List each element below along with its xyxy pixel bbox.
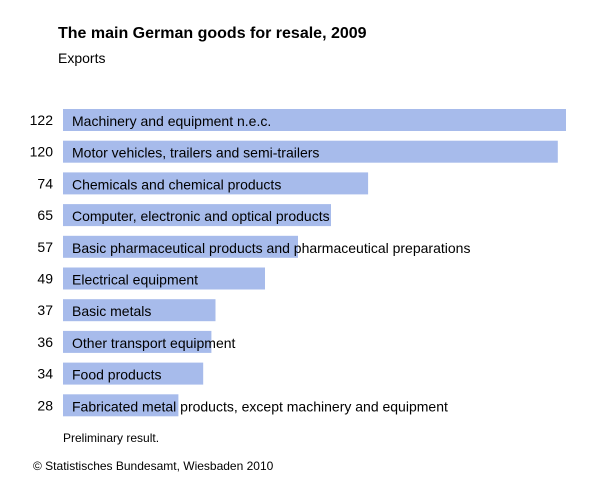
bar-5: [63, 267, 265, 290]
source-credit: © Statistisches Bundesamt, Wiesbaden 201…: [33, 459, 274, 473]
category-label-9: Fabricated metal products, except machin…: [72, 398, 448, 414]
bar-6: [63, 299, 216, 322]
bar-8: [63, 362, 204, 385]
chart-subtitle: Exports: [58, 50, 106, 66]
category-label-6: Basic metals: [72, 303, 151, 319]
value-label-6: 37: [37, 302, 53, 318]
category-label-0: Machinery and equipment n.e.c.: [72, 113, 271, 129]
category-label-3: Computer, electronic and optical product…: [72, 208, 330, 224]
value-label-0: 122: [30, 112, 54, 128]
chart-title: The main German goods for resale, 2009: [58, 25, 367, 42]
preliminary-note: Preliminary result.: [63, 431, 160, 445]
category-label-8: Food products: [72, 367, 162, 383]
bar-3: [63, 204, 331, 227]
value-label-8: 34: [37, 366, 53, 382]
category-label-4: Basic pharmaceutical products and pharma…: [72, 240, 470, 256]
bar-7: [63, 330, 212, 353]
value-label-7: 36: [37, 334, 53, 350]
category-label-5: Electrical equipment: [72, 272, 198, 288]
bar-1: [63, 140, 558, 163]
bar-9: [63, 394, 179, 417]
value-label-2: 74: [37, 175, 53, 191]
bar-4: [63, 235, 298, 258]
value-label-5: 49: [37, 271, 53, 287]
bar-2: [63, 172, 369, 195]
bar-0: [63, 109, 566, 131]
value-label-9: 28: [37, 397, 53, 413]
value-label-3: 65: [37, 207, 53, 223]
category-label-7: Other transport equipment: [72, 335, 236, 351]
category-label-2: Chemicals and chemical products: [72, 176, 281, 192]
value-label-1: 120: [30, 144, 54, 160]
value-label-4: 57: [37, 239, 53, 255]
category-label-1: Motor vehicles, trailers and semi-traile…: [72, 145, 319, 161]
